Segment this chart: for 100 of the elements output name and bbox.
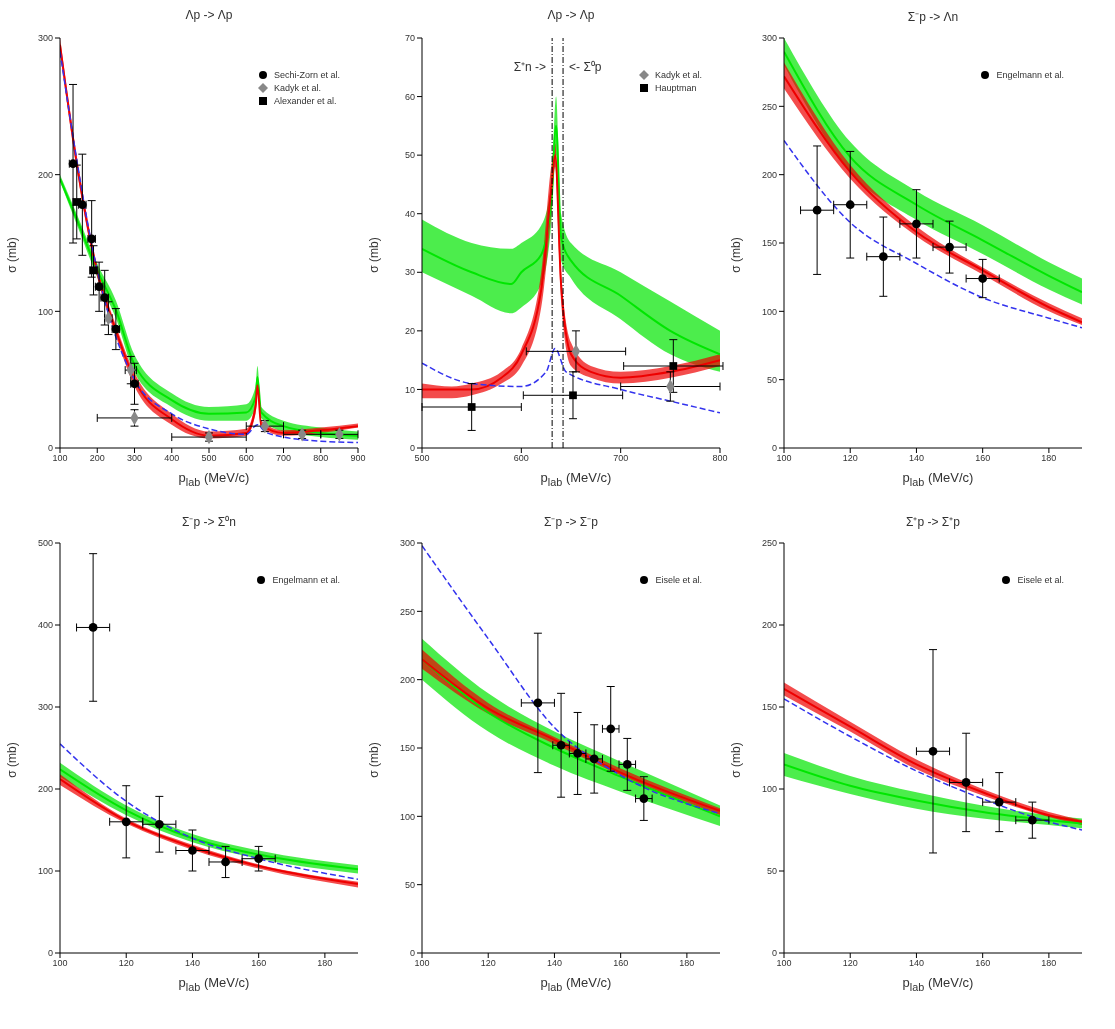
chart-title: Σ⁻p -> Σ⁰n — [181, 514, 237, 531]
point — [961, 778, 971, 787]
x-tick-label: 120 — [842, 958, 858, 969]
y-tick-label: 100 — [761, 784, 777, 795]
y-tick-label: 300 — [37, 33, 53, 44]
x-axis-title: p$_{lab}$ (MeV/c) — [901, 975, 975, 993]
point — [569, 391, 577, 400]
x-tick-label: 160 — [975, 958, 991, 969]
x-tick-label: 800 — [313, 453, 329, 464]
x-tick-label: 180 — [1041, 958, 1057, 969]
point — [845, 200, 855, 210]
legend-label: Hauptman — [654, 82, 697, 93]
point — [221, 857, 230, 867]
y-tick-label: 300 — [399, 538, 415, 549]
line-series — [784, 139, 1082, 329]
y-tick-label: 50 — [404, 879, 415, 890]
point — [669, 362, 678, 370]
point — [130, 379, 139, 389]
y-tick-label: 100 — [399, 811, 415, 822]
legend-label: Eisele et al. — [655, 574, 702, 585]
y-tick-label: 50 — [404, 150, 415, 161]
x-tick-label: 600 — [513, 453, 529, 464]
y-axis-title: σ (mb) — [366, 742, 381, 778]
point — [812, 205, 822, 215]
y-axis-title: σ (mb) — [4, 742, 19, 778]
x-tick-label: 120 — [118, 958, 134, 969]
point — [121, 817, 131, 827]
point — [1027, 815, 1037, 825]
y-tick-label: 100 — [37, 866, 53, 877]
y-tick-label: 0 — [771, 443, 777, 454]
y-axis-title: σ (mb) — [728, 237, 743, 273]
x-tick-label: 500 — [201, 453, 217, 464]
legend-label: Sechi-Zorn et al. — [273, 69, 340, 80]
ref-line-label: <- Σ⁰p — [569, 59, 602, 74]
y-tick-label: 40 — [404, 208, 415, 219]
y-tick-label: 500 — [37, 538, 53, 549]
x-tick-label: 180 — [679, 958, 695, 969]
y-tick-label: 200 — [761, 620, 777, 631]
x-tick-label: 180 — [317, 958, 333, 969]
point — [622, 760, 632, 769]
y-tick-label: 300 — [761, 33, 777, 44]
line-series — [60, 743, 358, 880]
x-tick-label: 140 — [546, 958, 562, 969]
x-axis-title: p$_{lab}$ (MeV/c) — [901, 470, 975, 488]
chart-title: Λp -> Λp — [184, 8, 234, 24]
y-tick-label: 100 — [761, 306, 777, 317]
y-tick-label: 20 — [404, 326, 415, 337]
chart-title: Σ⁺p -> Σ⁺p — [905, 514, 961, 531]
x-tick-label: 700 — [613, 453, 629, 464]
line-series — [422, 544, 720, 815]
y-tick-label: 30 — [404, 267, 415, 278]
legend-label: Kadyk et al. — [273, 82, 321, 93]
y-tick-label: 0 — [47, 948, 53, 959]
point — [188, 846, 197, 855]
point — [945, 242, 954, 252]
point — [154, 819, 164, 829]
point — [928, 746, 938, 756]
y-tick-label: 200 — [399, 674, 415, 685]
x-tick-label: 120 — [842, 453, 858, 464]
x-axis-title: p$_{lab}$ (MeV/c) — [539, 470, 613, 488]
point — [254, 854, 264, 864]
x-tick-label: 160 — [251, 958, 267, 969]
y-tick-label: 50 — [766, 374, 777, 385]
y-tick-label: 200 — [37, 169, 53, 180]
point — [912, 219, 921, 229]
y-tick-label: 150 — [761, 238, 777, 249]
point — [994, 797, 1004, 807]
y-tick-label: 0 — [409, 948, 415, 959]
x-tick-label: 400 — [164, 453, 180, 464]
point — [639, 794, 649, 803]
y-axis-title: σ (mb) — [366, 237, 381, 273]
point — [573, 749, 582, 758]
point — [556, 740, 566, 750]
ref-line-label: Σ⁺n -> — [513, 59, 547, 74]
y-tick-label: 250 — [761, 538, 777, 549]
x-tick-label: 160 — [975, 453, 991, 464]
legend-label: Alexander et al. — [273, 95, 337, 106]
x-tick-label: 180 — [1041, 453, 1057, 464]
legend-label: Engelmann et al. — [996, 69, 1064, 80]
y-tick-label: 60 — [404, 91, 415, 102]
chart-title: Λp -> Λp — [546, 8, 596, 24]
x-tick-label: 140 — [908, 453, 924, 464]
y-tick-label: 100 — [37, 306, 53, 317]
point — [533, 698, 543, 708]
x-tick-label: 120 — [480, 958, 496, 969]
line-series — [422, 347, 720, 414]
y-axis-title: σ (mb) — [4, 237, 19, 273]
y-tick-label: 200 — [37, 784, 53, 795]
chart-title: Σ⁻p -> Λn — [906, 9, 960, 26]
y-tick-label: 70 — [404, 33, 415, 44]
point — [978, 274, 988, 283]
point — [589, 754, 599, 764]
x-tick-label: 900 — [350, 453, 366, 464]
legend-label: Engelmann et al. — [272, 574, 340, 585]
point — [88, 623, 98, 632]
y-tick-label: 10 — [404, 384, 415, 395]
x-tick-label: 140 — [184, 958, 200, 969]
x-axis-title: p$_{lab}$ (MeV/c) — [539, 975, 613, 993]
x-tick-label: 600 — [238, 453, 254, 464]
y-tick-label: 150 — [761, 702, 777, 713]
